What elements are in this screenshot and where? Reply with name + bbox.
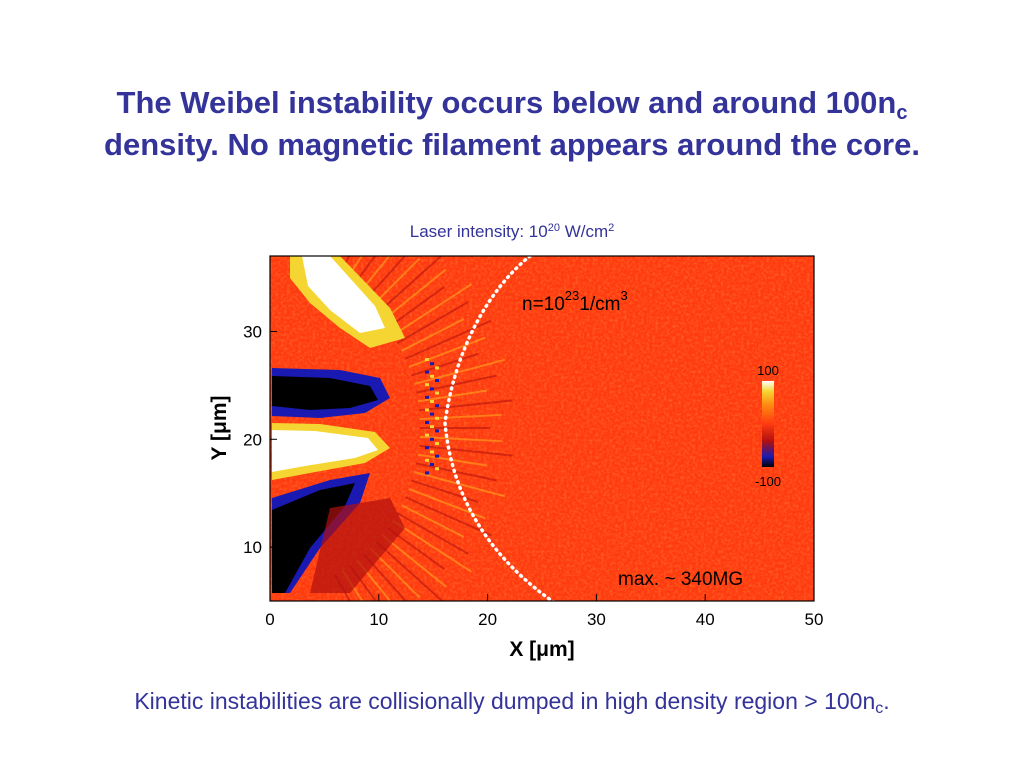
boundary-speck <box>425 395 429 399</box>
radial-streak <box>413 358 506 385</box>
radial-streak <box>413 471 506 498</box>
boundary-speck <box>425 421 429 424</box>
radial-streak <box>408 336 486 369</box>
boundary-speck <box>435 416 439 420</box>
boundary-speck <box>435 429 439 433</box>
x-axis-label: X [μm] <box>509 638 574 661</box>
boundary-speck <box>430 400 434 403</box>
colorbar <box>762 381 774 467</box>
boundary-speck <box>430 463 434 466</box>
y-tick-label: 20 <box>243 430 262 449</box>
boundary-speck <box>435 442 439 445</box>
radial-streak <box>375 541 444 601</box>
boundary-speck <box>425 458 429 462</box>
title-line2: density. No magnetic filament appears ar… <box>104 127 920 162</box>
boundary-speck <box>425 471 429 475</box>
figure-caption: Laser intensity: 1020 W/cm2 <box>0 222 1024 242</box>
slide-title: The Weibel instability occurs below and … <box>0 82 1024 166</box>
caption-text: Laser intensity: 10 <box>409 222 548 241</box>
radial-streak <box>404 496 492 537</box>
boundary-speck <box>425 446 429 450</box>
boundary-speck <box>425 383 429 387</box>
radial-streak <box>418 399 513 412</box>
radial-streak <box>386 286 445 329</box>
radial-streak <box>404 319 492 360</box>
y-tick-label: 30 <box>243 322 262 341</box>
radial-streak <box>396 512 469 555</box>
colorbar-max-label: 100 <box>757 363 779 378</box>
boundary-speck <box>435 366 439 370</box>
radial-streak <box>419 413 502 421</box>
footer-period: . <box>883 688 890 714</box>
x-axis-ticks: 0 10 20 30 40 50 <box>265 594 823 629</box>
boundary-speck <box>430 374 434 378</box>
plot-frame <box>269 255 815 602</box>
radial-streak <box>356 256 391 297</box>
x-tick-label: 30 <box>587 610 606 629</box>
radial-streak <box>396 301 469 344</box>
x-tick-label: 40 <box>696 610 715 629</box>
boundary-speck <box>425 433 429 437</box>
field-structures <box>272 256 556 601</box>
boundary-speck <box>425 408 429 412</box>
boundary-speck <box>435 454 439 458</box>
filament-black-band <box>272 376 378 410</box>
radial-streak <box>416 462 497 482</box>
title-line1: The Weibel instability occurs below and … <box>116 85 897 120</box>
caption-exponent: 20 <box>547 222 560 234</box>
radial-streak <box>411 352 479 377</box>
colorbar-min-label: -100 <box>755 474 781 489</box>
x-tick-label: 20 <box>478 610 497 629</box>
title-subscript: c <box>896 102 908 124</box>
footer-text: Kinetic instabilities are collisionally … <box>134 688 876 714</box>
density-label: n=10231/cm3 <box>522 288 628 315</box>
boundary-speck <box>435 391 439 395</box>
footer-subscript: c <box>875 700 884 717</box>
radial-streak <box>401 318 465 352</box>
boundary-speck <box>425 370 429 374</box>
boundary-speck <box>430 437 434 441</box>
radial-streak <box>401 504 465 538</box>
boundary-speck <box>435 404 439 408</box>
caption-unit-exponent: 2 <box>608 222 615 234</box>
radial-streak <box>411 479 479 504</box>
radial-streak <box>381 534 447 588</box>
boundary-speck <box>430 362 434 366</box>
boundary-speck <box>430 387 434 391</box>
max-field-label: max. ~ 340MG <box>618 569 743 590</box>
boundary-speck <box>435 379 439 382</box>
x-tick-label: 50 <box>805 610 824 629</box>
radial-streak <box>392 283 472 337</box>
y-axis-label: Y [μm] <box>208 396 231 461</box>
radial-streak <box>392 519 472 573</box>
boundary-speck <box>425 358 429 361</box>
x-tick-label: 0 <box>265 610 274 629</box>
boundary-speck <box>435 467 439 471</box>
slide-footer: Kinetic instabilities are collisionally … <box>0 688 1024 717</box>
y-axis-ticks: 10 20 30 <box>243 322 277 557</box>
radial-streak <box>381 268 447 322</box>
filament-white-lower-core <box>272 430 378 472</box>
filament-white-upper-core <box>302 256 385 333</box>
radial-streak <box>418 444 513 457</box>
radial-streak <box>419 435 502 443</box>
boundary-speck <box>430 450 434 454</box>
boundary-speck <box>430 425 434 429</box>
core-boundary-circle <box>443 256 556 601</box>
radial-streak <box>375 256 443 315</box>
magnetic-field-figure: n=10231/cm3 max. ~ 340MG 100 -100 0 10 20 3… <box>208 255 823 661</box>
x-tick-label: 10 <box>369 610 388 629</box>
y-tick-label: 10 <box>243 538 262 557</box>
boundary-speck <box>430 412 434 416</box>
caption-unit: W/cm <box>559 222 609 241</box>
filament-red-dark <box>310 498 405 593</box>
radial-streak <box>417 389 488 403</box>
radial-streak <box>416 374 497 394</box>
